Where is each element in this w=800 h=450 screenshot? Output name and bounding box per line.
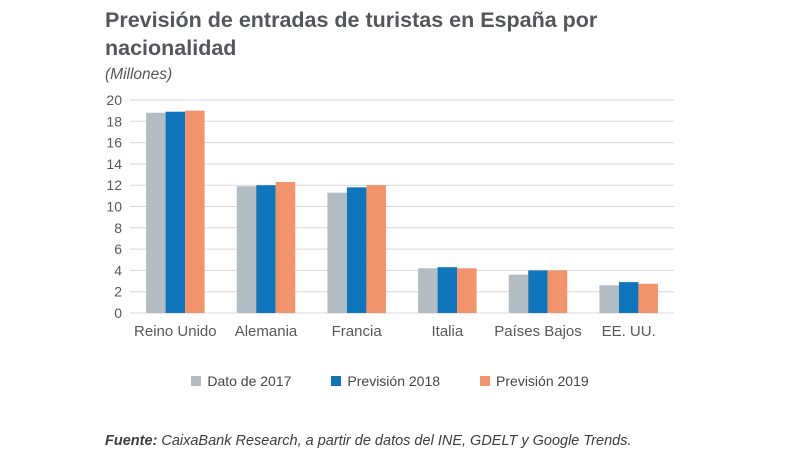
bar-series2-Francia: [346, 187, 367, 313]
bar-series3-Reino Unido: [185, 110, 205, 314]
bar-series2-Alemania: [256, 185, 276, 313]
bar-series2-EE. UU.: [618, 282, 639, 313]
y-tick-label: 0: [114, 305, 122, 321]
legend-label: Previsión 2018: [347, 373, 441, 389]
y-tick-label: 20: [106, 92, 122, 108]
source-text: CaixaBank Research, a partir de datos de…: [161, 432, 632, 449]
y-tick-label: 4: [114, 262, 122, 278]
bar-series2-Reino Unido: [165, 111, 186, 313]
y-tick-label: 14: [106, 156, 122, 172]
chart-title: Previsión de entradas de turistas en Esp…: [105, 8, 598, 61]
y-tick-label: 18: [106, 113, 122, 129]
x-category-label: Reino Unido: [134, 323, 217, 340]
y-tick-label: 12: [106, 177, 122, 193]
bar-series3-EE. UU.: [638, 283, 658, 313]
y-tick-label: 10: [106, 199, 122, 215]
bar-series1-Países Bajos: [508, 274, 529, 313]
x-category-label: Alemania: [235, 323, 298, 340]
bar-series1-Reino Unido: [146, 112, 166, 313]
y-tick-label: 8: [114, 220, 122, 236]
x-category-label: Italia: [431, 323, 463, 340]
legend-item: Previsión 2019: [480, 372, 589, 390]
bar-series3-Francia: [366, 185, 386, 313]
bar-series3-Italia: [457, 268, 477, 313]
legend-swatch-icon: [480, 376, 491, 386]
source-line: Fuente: CaixaBank Research, a partir de d…: [105, 433, 631, 449]
x-category-label: Francia: [332, 323, 383, 340]
legend-swatch-icon: [331, 376, 342, 386]
chart-legend: Dato de 2017 Previsión 2018 Previsión 2019: [105, 372, 675, 390]
bar-chart-plot-area: 0 2 4 6 8 10 12 14 16 18 20 Reino Unido Alemania Fran…: [106, 92, 674, 340]
y-tick-label: 16: [106, 135, 122, 151]
x-category-label: Países Bajos: [494, 323, 582, 340]
bar-series1-Italia: [418, 268, 438, 313]
x-category-label: EE. UU.: [602, 323, 656, 340]
y-tick-label: 2: [114, 284, 122, 300]
legend-label: Dato de 2017: [207, 373, 292, 389]
source-label: Fuente:: [105, 432, 158, 449]
bar-series1-Francia: [327, 192, 347, 313]
bar-series1-Alemania: [236, 186, 257, 313]
bar-series1-EE. UU.: [599, 285, 619, 313]
chart-units-subtitle: (Millones): [105, 66, 173, 83]
bar-series3-Países Bajos: [547, 270, 568, 313]
legend-item: Previsión 2018: [331, 372, 440, 390]
legend-label: Previsión 2019: [496, 373, 589, 389]
bar-series2-Países Bajos: [528, 270, 548, 313]
y-tick-label: 6: [114, 241, 122, 257]
bar-series3-Alemania: [275, 182, 296, 313]
legend-item: Dato de 2017: [191, 372, 291, 390]
legend-swatch-icon: [191, 376, 202, 386]
bar-series2-Italia: [437, 267, 458, 313]
